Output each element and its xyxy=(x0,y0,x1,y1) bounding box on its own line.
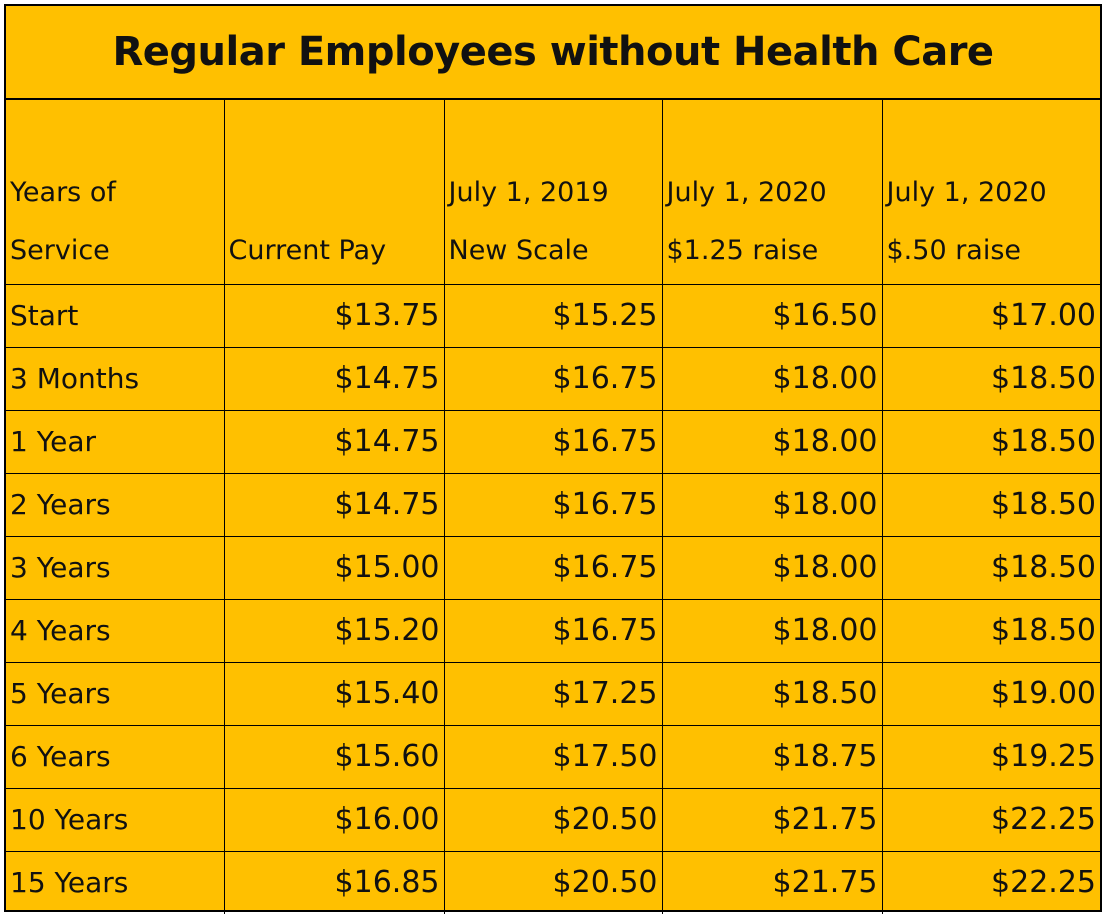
current-pay-cell: $16.00 xyxy=(223,787,445,852)
header-july-2019-new-scale: July 1, 2019 New Scale xyxy=(443,100,663,285)
raise-50-2020-cell: $18.50 xyxy=(881,346,1100,411)
header-line: Current Pay xyxy=(228,234,387,266)
new-scale-2019-cell: $16.75 xyxy=(443,535,663,600)
years-of-service-cell: 10 Years xyxy=(6,787,225,852)
raise-50-2020-cell: $22.25 xyxy=(881,850,1100,914)
years-of-service-cell: 5 Years xyxy=(6,661,225,726)
years-of-service-cell: 2 Years xyxy=(6,472,225,537)
current-pay-cell: $16.85 xyxy=(223,850,445,914)
years-of-service-cell: 3 Months xyxy=(6,346,225,411)
raise-125-2020-cell: $16.50 xyxy=(661,283,883,348)
header-years-of-service: Years of Service xyxy=(6,100,225,285)
header-row: Years of Service Current Pay July 1, 201… xyxy=(6,100,1100,285)
header-line: $1.25 raise xyxy=(666,234,819,266)
raise-125-2020-cell: $18.00 xyxy=(661,346,883,411)
current-pay-cell: $15.00 xyxy=(223,535,445,600)
table-header: Years of Service Current Pay July 1, 201… xyxy=(6,100,1100,285)
current-pay-cell: $14.75 xyxy=(223,472,445,537)
raise-50-2020-cell: $18.50 xyxy=(881,409,1100,474)
current-pay-cell: $14.75 xyxy=(223,409,445,474)
table-body: Start $13.75 $15.25 $16.50 $17.00 3 Mont… xyxy=(6,283,1100,914)
current-pay-cell: $15.20 xyxy=(223,598,445,663)
new-scale-2019-cell: $16.75 xyxy=(443,409,663,474)
current-pay-cell: $15.40 xyxy=(223,661,445,726)
table-row: 5 Years $15.40 $17.25 $18.50 $19.00 xyxy=(6,661,1100,726)
header-line: Service xyxy=(10,234,110,266)
table-row: 4 Years $15.20 $16.75 $18.00 $18.50 xyxy=(6,598,1100,663)
raise-125-2020-cell: $18.00 xyxy=(661,472,883,537)
table-row: Start $13.75 $15.25 $16.50 $17.00 xyxy=(6,283,1100,348)
years-of-service-cell: 1 Year xyxy=(6,409,225,474)
header-line: $.50 raise xyxy=(886,234,1022,266)
pay-scale-sheet: Regular Employees without Health Care Ye… xyxy=(4,4,1102,914)
table-row: 1 Year $14.75 $16.75 $18.00 $18.50 xyxy=(6,409,1100,474)
header-current-pay: Current Pay xyxy=(223,100,445,285)
new-scale-2019-cell: $20.50 xyxy=(443,850,663,914)
header-line: July 1, 2019 xyxy=(448,176,609,208)
years-of-service-cell: 3 Years xyxy=(6,535,225,600)
table-row: 15 Years $16.85 $20.50 $21.75 $22.25 xyxy=(6,850,1100,914)
new-scale-2019-cell: $15.25 xyxy=(443,283,663,348)
page-title: Regular Employees without Health Care xyxy=(6,6,1100,100)
raise-125-2020-cell: $18.75 xyxy=(661,724,883,789)
header-july-2020-50-raise: July 1, 2020 $.50 raise xyxy=(881,100,1100,285)
table-row: 2 Years $14.75 $16.75 $18.00 $18.50 xyxy=(6,472,1100,537)
header-line: Years of xyxy=(10,176,116,208)
raise-125-2020-cell: $18.00 xyxy=(661,535,883,600)
header-july-2020-125-raise: July 1, 2020 $1.25 raise xyxy=(661,100,883,285)
new-scale-2019-cell: $16.75 xyxy=(443,472,663,537)
raise-125-2020-cell: $18.50 xyxy=(661,661,883,726)
current-pay-cell: $13.75 xyxy=(223,283,445,348)
years-of-service-cell: 4 Years xyxy=(6,598,225,663)
new-scale-2019-cell: $17.25 xyxy=(443,661,663,726)
raise-125-2020-cell: $18.00 xyxy=(661,409,883,474)
raise-50-2020-cell: $19.25 xyxy=(881,724,1100,789)
years-of-service-cell: Start xyxy=(6,283,225,348)
pay-scale-table: Years of Service Current Pay July 1, 201… xyxy=(6,100,1100,914)
raise-50-2020-cell: $17.00 xyxy=(881,283,1100,348)
new-scale-2019-cell: $16.75 xyxy=(443,598,663,663)
raise-50-2020-cell: $18.50 xyxy=(881,598,1100,663)
current-pay-cell: $14.75 xyxy=(223,346,445,411)
raise-50-2020-cell: $18.50 xyxy=(881,535,1100,600)
table-row: 10 Years $16.00 $20.50 $21.75 $22.25 xyxy=(6,787,1100,852)
new-scale-2019-cell: $20.50 xyxy=(443,787,663,852)
raise-50-2020-cell: $22.25 xyxy=(881,787,1100,852)
header-line: New Scale xyxy=(448,234,589,266)
table-row: 6 Years $15.60 $17.50 $18.75 $19.25 xyxy=(6,724,1100,789)
raise-50-2020-cell: $19.00 xyxy=(881,661,1100,726)
current-pay-cell: $15.60 xyxy=(223,724,445,789)
raise-50-2020-cell: $18.50 xyxy=(881,472,1100,537)
new-scale-2019-cell: $17.50 xyxy=(443,724,663,789)
raise-125-2020-cell: $18.00 xyxy=(661,598,883,663)
header-line xyxy=(229,164,440,222)
raise-125-2020-cell: $21.75 xyxy=(661,850,883,914)
years-of-service-cell: 15 Years xyxy=(6,850,225,914)
years-of-service-cell: 6 Years xyxy=(6,724,225,789)
new-scale-2019-cell: $16.75 xyxy=(443,346,663,411)
header-line: July 1, 2020 xyxy=(886,176,1047,208)
table-row: 3 Years $15.00 $16.75 $18.00 $18.50 xyxy=(6,535,1100,600)
header-line: July 1, 2020 xyxy=(666,176,827,208)
table-row: 3 Months $14.75 $16.75 $18.00 $18.50 xyxy=(6,346,1100,411)
raise-125-2020-cell: $21.75 xyxy=(661,787,883,852)
